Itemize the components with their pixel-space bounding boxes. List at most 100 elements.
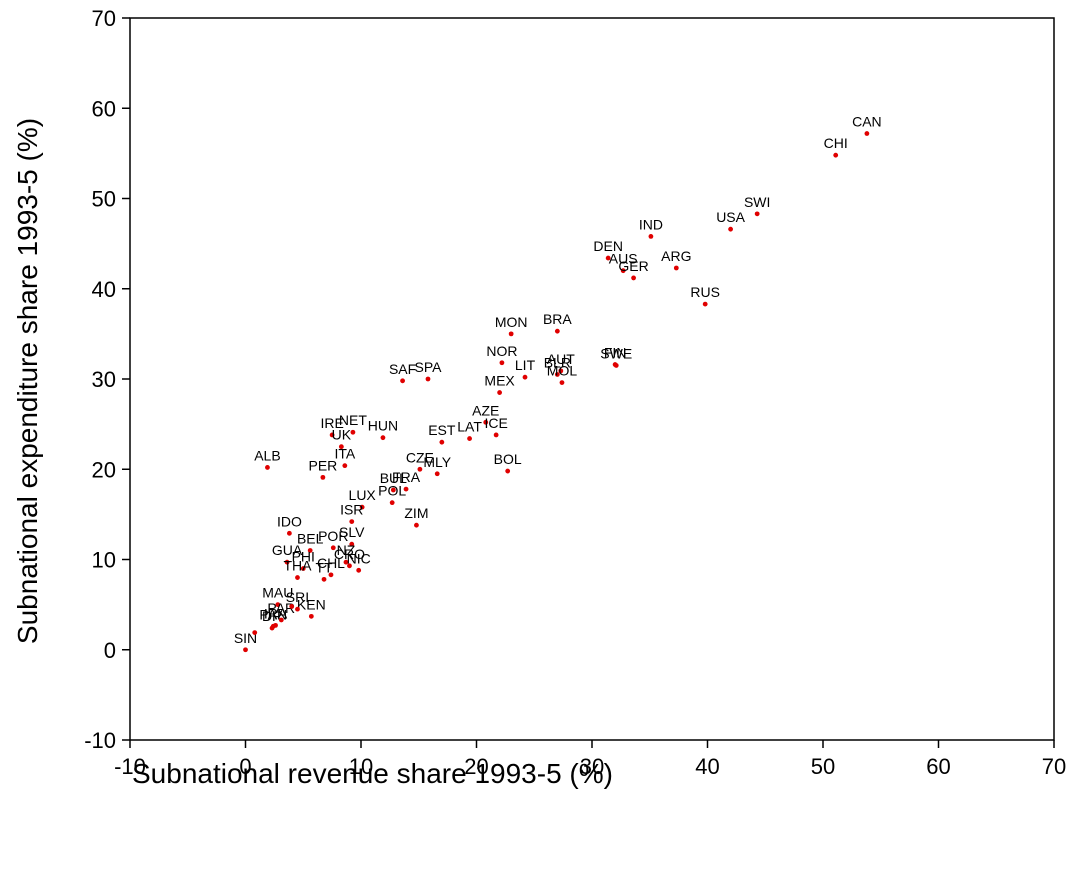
data-point (631, 275, 636, 281)
point-label: ICE (484, 415, 507, 431)
x-tick-label: 40 (695, 754, 719, 779)
y-tick-label: -10 (84, 728, 116, 753)
point-label: AUS (609, 251, 638, 267)
data-point (356, 567, 362, 573)
data-point (308, 613, 314, 619)
point-label: MOL (547, 363, 578, 379)
point-label: DR (262, 608, 282, 624)
data-point (558, 368, 564, 374)
point-label: IRE (320, 415, 343, 431)
point-label: PER (308, 457, 337, 473)
data-point (307, 548, 313, 553)
point-label: AUT (547, 351, 575, 367)
y-tick-label: 50 (92, 187, 116, 212)
point-label: LIT (515, 357, 536, 373)
data-point (728, 226, 733, 232)
data-point (265, 465, 270, 470)
point-label: CHL (317, 555, 345, 571)
data-point (289, 604, 295, 609)
data-point (414, 522, 419, 528)
point-label: MON (495, 314, 528, 330)
point-label: PAR (267, 600, 295, 616)
point-label: FRA (392, 469, 421, 485)
data-point (338, 444, 344, 450)
data-point (390, 487, 396, 493)
point-label: POR (318, 528, 348, 544)
plot-area (129, 17, 1055, 741)
point-label: PHI (292, 549, 315, 565)
x-tick-label: 10 (349, 754, 373, 779)
point-label: KEN (297, 596, 326, 612)
point-label: LUX (349, 487, 377, 503)
data-point (434, 471, 440, 477)
data-point (350, 429, 356, 435)
data-point (252, 630, 258, 636)
data-point (505, 468, 511, 474)
data-point (284, 559, 290, 565)
data-point (273, 622, 278, 628)
data-point (343, 559, 349, 565)
point-label: THA (283, 558, 312, 574)
x-tick-label: 0 (239, 754, 251, 779)
y-tick-label: 70 (92, 6, 116, 31)
point-label: TT (315, 559, 333, 575)
data-point (359, 504, 365, 510)
point-label: FIN (604, 345, 627, 361)
point-label: ARG (661, 248, 691, 264)
data-point (400, 378, 405, 384)
y-tick-label: 10 (92, 548, 116, 573)
point-label: SAF (389, 361, 416, 377)
point-label: IRA (264, 605, 288, 621)
point-label: IND (639, 216, 663, 232)
y-tick-label: 60 (92, 96, 116, 121)
point-label: NZ (337, 542, 356, 558)
data-point (286, 530, 292, 536)
data-point (417, 466, 423, 472)
data-point (620, 268, 626, 274)
point-label: MLY (423, 454, 451, 470)
data-point (483, 419, 489, 425)
data-point (329, 432, 335, 438)
x-axis-title: Subnational revenue share 1993-5 (%) (132, 758, 613, 789)
point-label: SIN (234, 630, 257, 646)
point-label: BOL (494, 451, 522, 467)
point-label: BUL (380, 470, 407, 486)
data-point (439, 439, 445, 445)
point-label: ISR (340, 502, 363, 518)
point-label: AZE (472, 402, 499, 418)
data-point (243, 647, 248, 653)
data-point (499, 360, 505, 366)
x-tick-label: 70 (1042, 754, 1066, 779)
data-point (269, 625, 275, 631)
y-axis-title: Subnational expenditure share 1993-5 (%) (12, 118, 43, 644)
data-point (833, 152, 839, 158)
y-axis: -10 0 10 20 30 40 50 60 70 (84, 6, 130, 753)
data-point (330, 545, 336, 551)
point-label: SLV (339, 524, 365, 540)
point-label: CAN (852, 114, 882, 130)
data-point (342, 463, 348, 469)
data-point (613, 363, 619, 368)
data-point (554, 372, 560, 377)
y-tick-label: 30 (92, 367, 116, 392)
data-point (380, 435, 386, 441)
x-axis: -10 0 10 20 30 40 50 60 70 (114, 740, 1066, 779)
data-point (522, 374, 528, 380)
x-tick-label: 60 (926, 754, 950, 779)
data-point (328, 572, 334, 578)
data-point (295, 575, 300, 580)
data-point (497, 390, 502, 395)
data-point (349, 541, 355, 547)
x-tick-label: -10 (114, 754, 146, 779)
data-point (467, 436, 472, 441)
point-label: MEX (484, 373, 515, 389)
y-tick-label: 40 (92, 277, 116, 302)
point-label: DEN (593, 238, 623, 254)
data-point (648, 234, 654, 239)
point-label: CHI (824, 135, 848, 151)
point-label: SWE (600, 345, 632, 361)
point-label: IDO (277, 513, 302, 529)
point-label: RUS (690, 284, 720, 300)
point-label: POL (378, 483, 406, 499)
data-point (295, 606, 300, 612)
